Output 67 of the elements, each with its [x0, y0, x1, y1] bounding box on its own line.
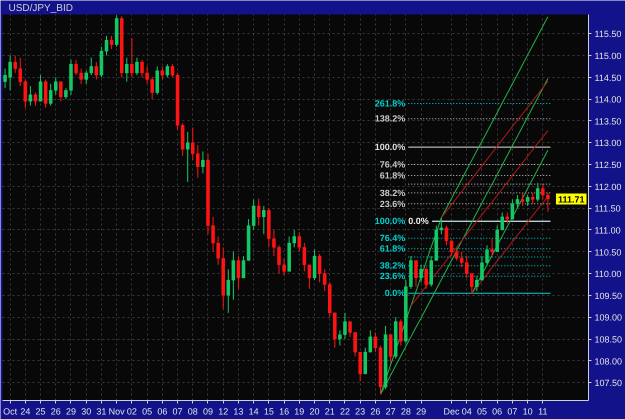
y-tick-label: 107.50 — [594, 378, 622, 388]
annotation: 100.0% — [374, 216, 406, 226]
x-tick-label: 07 — [172, 406, 183, 416]
annotation: 61.8% — [380, 170, 406, 180]
x-tick-label: 26 — [370, 406, 380, 416]
x-tick-label: 12 — [218, 406, 228, 416]
x-tick-label: 29 — [66, 406, 76, 416]
x-tick-label: 15 — [264, 406, 274, 416]
x-tick-label: 25 — [36, 406, 46, 416]
annotation: 23.6% — [380, 271, 406, 282]
y-tick-label: 115.50 — [594, 29, 622, 40]
annotation: 261.8% — [374, 98, 406, 108]
y-tick-label: 111.00 — [594, 225, 621, 236]
x-tick-label: 06 — [492, 406, 502, 416]
text: 111.71 — [558, 194, 585, 204]
y-tick-label: 112.00 — [594, 182, 622, 192]
y-tick-label: 109.00 — [594, 312, 622, 323]
x-tick-label: 11 — [538, 406, 548, 416]
x-tick-label: Nov — [108, 406, 126, 416]
annotation: 38.2% — [380, 260, 406, 271]
y-tick-label: 112.50 — [594, 160, 622, 170]
x-tick-label: 28 — [400, 406, 411, 416]
x-tick-label: 06 — [157, 406, 168, 416]
y-tick-label: 113.50 — [594, 116, 622, 126]
x-tick-label: 24 — [20, 406, 30, 416]
annotation: 76.4% — [380, 160, 406, 170]
x-tick-label: 05 — [476, 406, 487, 416]
x-tick-label: 31 — [96, 406, 106, 416]
annotation: 61.8% — [380, 244, 406, 254]
y-tick-label: 108.50 — [594, 334, 622, 344]
x-tick-label: Dec — [444, 406, 460, 416]
x-tick-label: 16 — [279, 406, 290, 416]
x-tick-label: 26 — [50, 406, 61, 416]
x-tick-label: 27 — [386, 406, 396, 416]
annotation: 138.2% — [374, 114, 406, 124]
y-tick-label: 110.50 — [594, 247, 622, 258]
x-tick-label: 04 — [462, 406, 472, 416]
y-tick-label: 108.00 — [594, 356, 622, 366]
annotation: 23.6% — [380, 198, 406, 209]
x-tick-label: 29 — [416, 406, 426, 416]
x-tick-label: 14 — [248, 406, 259, 416]
y-tick-label: 110.00 — [594, 269, 622, 280]
annotation: 100.0% — [374, 142, 406, 152]
x-tick-label: 10 — [522, 406, 533, 416]
x-tick-label: 23 — [355, 406, 366, 416]
x-tick-label: 13 — [233, 406, 244, 416]
y-tick-label: 109.50 — [594, 290, 622, 301]
y-tick-label: 114.50 — [594, 72, 622, 83]
annotation: 38.2% — [380, 188, 406, 198]
y-tick-label: 114.00 — [594, 94, 622, 105]
x-tick-label: Oct — [3, 406, 18, 416]
x-tick-label: 21 — [324, 406, 335, 416]
x-tick-label: 30 — [81, 406, 92, 416]
x-tick-label: 07 — [507, 406, 518, 416]
y-tick-label: 113.00 — [594, 138, 622, 148]
x-tick-label: 08 — [188, 406, 198, 416]
annotation: 76.4% — [380, 233, 406, 244]
x-tick-label: 02 — [126, 406, 137, 416]
y-tick-label: 111.50 — [594, 204, 621, 214]
annotation: 0.0% — [408, 216, 429, 226]
x-tick-label: 09 — [202, 406, 213, 416]
x-tick-label: 22 — [340, 406, 350, 416]
x-tick-label: 19 — [294, 406, 304, 416]
x-tick-label: 20 — [310, 406, 320, 416]
y-tick-label: 115.00 — [594, 51, 622, 61]
x-tick-label: 05 — [142, 406, 152, 416]
chart-title: USD/JPY_BID — [8, 3, 73, 14]
